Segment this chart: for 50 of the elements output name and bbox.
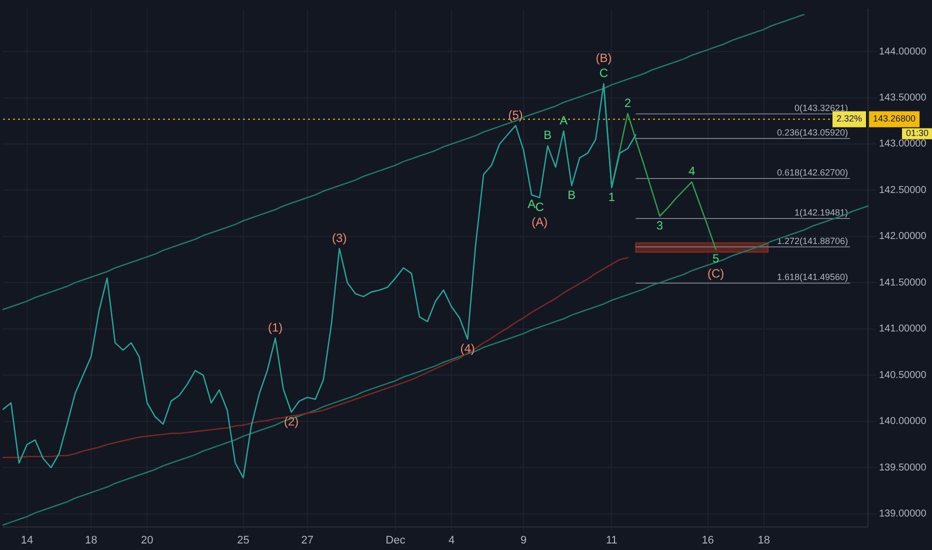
ref-line-label: 1(142.19481) bbox=[794, 207, 848, 218]
x-tick-label: 16 bbox=[702, 534, 714, 546]
annotation: 1 bbox=[608, 190, 616, 204]
y-tick-label: 139.50000 bbox=[879, 462, 927, 474]
ref-line-label: 1.272(141.88706) bbox=[776, 236, 848, 246]
x-tick-label: 27 bbox=[301, 534, 314, 546]
annotation: 2.32% bbox=[836, 114, 862, 124]
ref-line-label: 0.236(143.05920) bbox=[776, 128, 848, 138]
text: 01:30 bbox=[906, 128, 929, 138]
y-tick-label: 143.50000 bbox=[879, 92, 927, 104]
y-tick-label: 142.00000 bbox=[879, 231, 927, 242]
y-tick-label: 140.50000 bbox=[879, 370, 927, 381]
annotation: B bbox=[568, 188, 576, 202]
annotation: 4 bbox=[688, 164, 696, 178]
x-tick-label: 20 bbox=[141, 534, 154, 546]
annotation: (5) bbox=[508, 108, 523, 122]
annotation: 2 bbox=[624, 96, 632, 110]
annotation: A bbox=[528, 197, 536, 212]
annotation: 5 bbox=[712, 252, 720, 266]
x-tick-label: 18 bbox=[84, 534, 98, 546]
annotation: (1) bbox=[268, 320, 283, 334]
y-tick-label: 139.00000 bbox=[879, 508, 927, 520]
x-tick-label: 9 bbox=[520, 534, 527, 546]
annotation: C bbox=[599, 66, 608, 80]
annotation: (3) bbox=[332, 230, 347, 245]
annotation: (B) bbox=[596, 51, 612, 66]
annotation: (A) bbox=[532, 214, 548, 229]
x-tick-label: 11 bbox=[606, 534, 618, 546]
annotation: (4) bbox=[460, 341, 475, 356]
x-tick-label: Dec bbox=[386, 534, 406, 546]
annotation: 3 bbox=[656, 218, 664, 232]
x-tick-label: 25 bbox=[237, 534, 250, 546]
ref-line-label: 0(143.32621) bbox=[794, 102, 848, 113]
ref-line-label: 0.618(142.62700) bbox=[776, 167, 848, 178]
annotation: A bbox=[560, 113, 568, 128]
y-tick-label: 141.00000 bbox=[879, 324, 927, 335]
y-tick-label: 144.00000 bbox=[879, 46, 927, 58]
annotation: (C) bbox=[707, 266, 724, 281]
x-tick-label: 18 bbox=[758, 534, 770, 546]
y-tick-label: 143.00000 bbox=[879, 138, 927, 150]
y-tick-label: 142.50000 bbox=[879, 184, 927, 196]
ref-line-label: 1.618(141.49560) bbox=[776, 272, 848, 282]
annotation: (2) bbox=[284, 414, 299, 428]
ref-line-label: 143.26800 bbox=[873, 114, 916, 124]
x-tick-label: 4 bbox=[448, 534, 455, 546]
annotation: C bbox=[535, 200, 544, 214]
annotation: B bbox=[544, 128, 552, 142]
y-tick-label: 140.00000 bbox=[879, 416, 927, 428]
x-tick-label: 14 bbox=[20, 534, 34, 546]
y-tick-label: 141.50000 bbox=[879, 277, 927, 288]
